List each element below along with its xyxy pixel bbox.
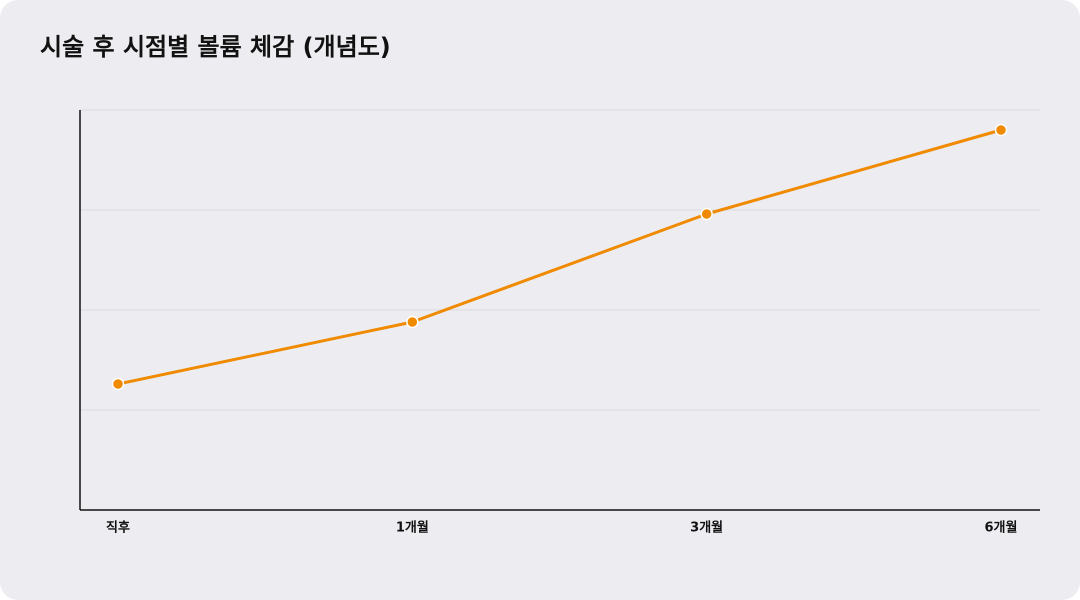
x-tick-label: 3개월 — [690, 520, 723, 536]
data-point — [406, 315, 419, 329]
line-series — [117, 128, 1002, 386]
x-tick-label: 6개월 — [985, 520, 1018, 536]
data-point — [111, 377, 125, 391]
data-point — [994, 123, 1008, 137]
x-tick-label: 직후 — [106, 520, 130, 536]
chart-title: 시술 후 시점별 볼륨 체감 (개념도) — [40, 33, 391, 61]
data-point — [700, 207, 713, 221]
x-tick-label: 1개월 — [396, 520, 429, 536]
